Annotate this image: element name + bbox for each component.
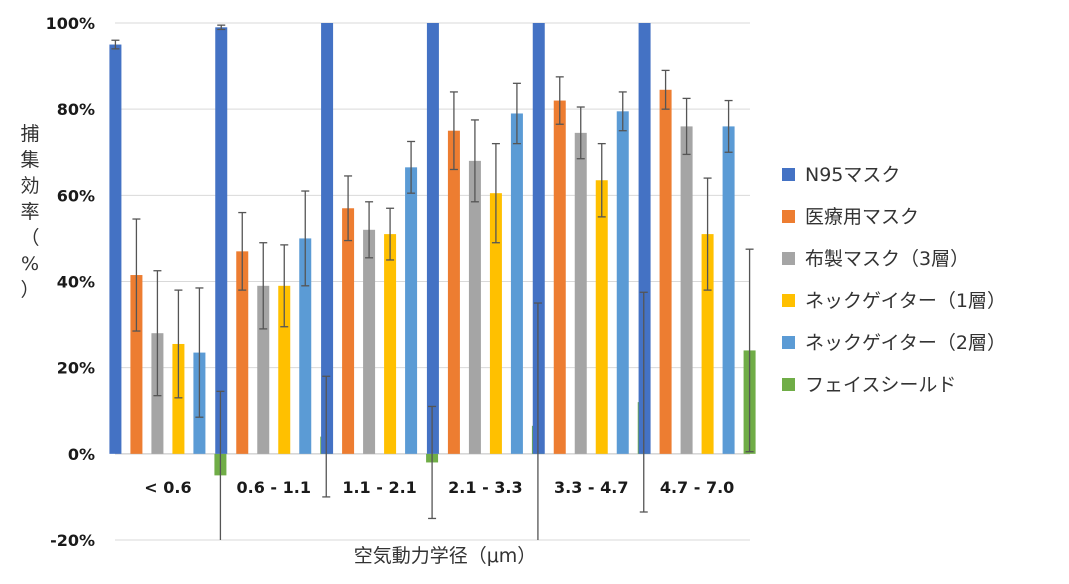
y-tick-label: 100% [46,14,95,33]
bar [722,126,735,454]
bar [321,23,334,454]
legend-label: ネックゲイター（2層） [805,332,1006,354]
bar [532,23,545,454]
legend-swatch [782,336,795,349]
error-bars [111,24,754,540]
bar [215,27,228,454]
y-axis-title-char: % [21,253,39,275]
x-axis-title: 空気動力学径（μm） [354,545,537,567]
legend-swatch [782,294,795,307]
bar [405,167,418,454]
bar [468,160,481,454]
y-axis-title-char: 捕 [20,123,39,145]
bar [384,234,397,454]
bar [659,89,672,454]
bar [701,234,714,454]
y-tick-label: 80% [57,100,95,119]
bars [109,23,756,476]
legend-swatch [782,252,795,265]
bar [595,180,608,454]
y-axis-title-char: 集 [20,149,39,171]
legend-swatch [782,168,795,181]
bar [638,23,651,454]
bar [236,251,249,454]
legend-swatch [782,378,795,391]
bar [342,208,355,454]
y-axis-title-char: （ [20,227,39,249]
bar [616,111,629,454]
y-axis-title-char: 率 [20,201,39,223]
y-tick-labels: 100% 80% 60% 40% 20% 0% -20% [46,14,95,550]
x-tick-label: 1.1 - 2.1 [342,478,416,497]
x-tick-labels: < 0.6 0.6 - 1.1 1.1 - 2.1 2.1 - 3.3 3.3 - 4.… [144,478,734,497]
bar [553,100,566,454]
bar [278,285,291,454]
legend-label: 医療用マスク [805,206,919,228]
x-tick-label: < 0.6 [144,478,191,497]
bar [510,113,523,454]
legend-swatch [782,210,795,223]
bar [172,343,185,454]
legend-label: 布製マスク（3層） [805,248,969,270]
legend-label: フェイスシールド [805,374,956,396]
legend-label: ネックゲイター（1層） [805,290,1006,312]
legend-label: N95マスク [805,164,900,186]
x-tick-label: 0.6 - 1.1 [237,478,311,497]
bar [109,44,122,454]
bar [426,23,439,454]
bar [574,132,587,454]
y-tick-label: 60% [57,186,95,205]
bar [680,126,693,454]
y-tick-label: 0% [68,445,95,464]
y-tick-label: -20% [50,531,95,550]
y-tick-label: 40% [57,273,95,292]
x-tick-label: 3.3 - 4.7 [554,478,628,497]
bar [130,275,143,454]
x-tick-label: 2.1 - 3.3 [448,478,522,497]
y-axis-title-char: ） [20,279,39,301]
bar [447,130,460,454]
y-tick-label: 20% [57,359,95,378]
y-axis-title-char: 効 [20,175,39,197]
bar [489,193,502,454]
bar [363,229,376,454]
bar [299,238,312,454]
x-tick-label: 4.7 - 7.0 [660,478,734,497]
bar [257,285,270,454]
